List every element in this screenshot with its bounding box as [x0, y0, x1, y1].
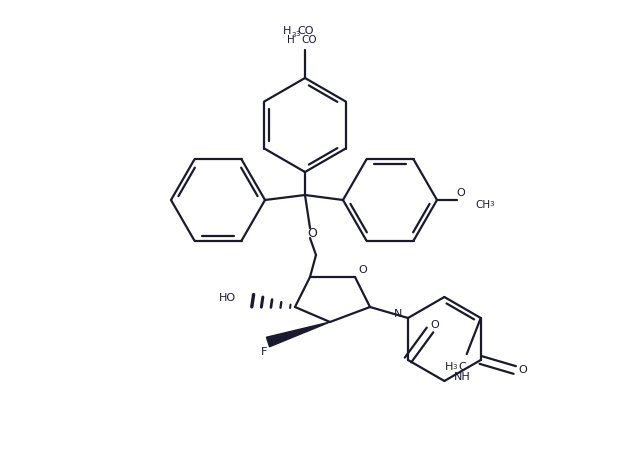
Text: O: O	[456, 188, 465, 198]
Text: N: N	[394, 309, 402, 319]
Text: 3: 3	[291, 32, 296, 38]
Text: 3: 3	[452, 364, 457, 370]
Text: NH: NH	[454, 372, 471, 382]
Text: F: F	[261, 347, 267, 357]
Text: H: H	[283, 26, 291, 36]
Text: CH: CH	[475, 200, 490, 210]
Text: H: H	[287, 35, 295, 45]
Text: CO: CO	[301, 35, 317, 45]
Polygon shape	[266, 322, 330, 347]
Text: H: H	[445, 362, 453, 372]
Text: O: O	[307, 227, 317, 240]
Text: CO: CO	[297, 26, 314, 36]
Text: O: O	[431, 320, 440, 330]
Text: 3: 3	[296, 31, 300, 37]
Text: C: C	[459, 362, 467, 372]
Text: O: O	[518, 365, 527, 375]
Text: HO: HO	[219, 293, 236, 303]
Text: O: O	[358, 265, 367, 275]
Text: 3: 3	[489, 201, 493, 207]
